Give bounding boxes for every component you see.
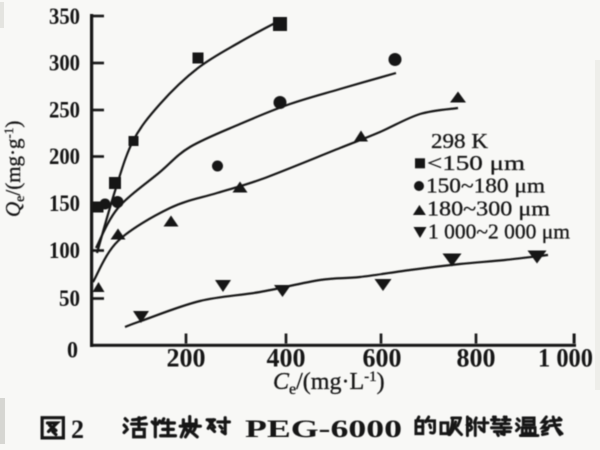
svg-text:800: 800 bbox=[457, 344, 496, 373]
svg-text:100: 100 bbox=[49, 238, 80, 263]
svg-text:1 000: 1 000 bbox=[538, 344, 593, 373]
svg-text:2: 2 bbox=[71, 415, 84, 444]
svg-text:150: 150 bbox=[49, 191, 80, 216]
svg-text:Qe/(mg·g-1): Qe/(mg·g-1) bbox=[1, 121, 28, 217]
svg-text:50: 50 bbox=[59, 286, 80, 311]
svg-text:350: 350 bbox=[49, 4, 80, 29]
svg-text:180~300 μm: 180~300 μm bbox=[427, 197, 550, 221]
svg-text:400: 400 bbox=[267, 344, 306, 373]
svg-text:200: 200 bbox=[49, 144, 80, 169]
svg-text:250: 250 bbox=[49, 98, 80, 123]
svg-text:300: 300 bbox=[49, 51, 80, 76]
svg-text:298 K: 298 K bbox=[431, 129, 488, 153]
svg-text:150~180 μm: 150~180 μm bbox=[426, 174, 545, 198]
svg-text:200: 200 bbox=[167, 344, 206, 373]
svg-text:1 000~2 000 μm: 1 000~2 000 μm bbox=[428, 220, 570, 244]
svg-text:600: 600 bbox=[363, 344, 402, 373]
svg-text:Ce/(mg·L-1): Ce/(mg·L-1) bbox=[273, 369, 385, 398]
svg-text:0: 0 bbox=[67, 338, 78, 363]
svg-text:PEG-6000: PEG-6000 bbox=[245, 416, 402, 443]
svg-text:<150 μm: <150 μm bbox=[427, 151, 525, 175]
